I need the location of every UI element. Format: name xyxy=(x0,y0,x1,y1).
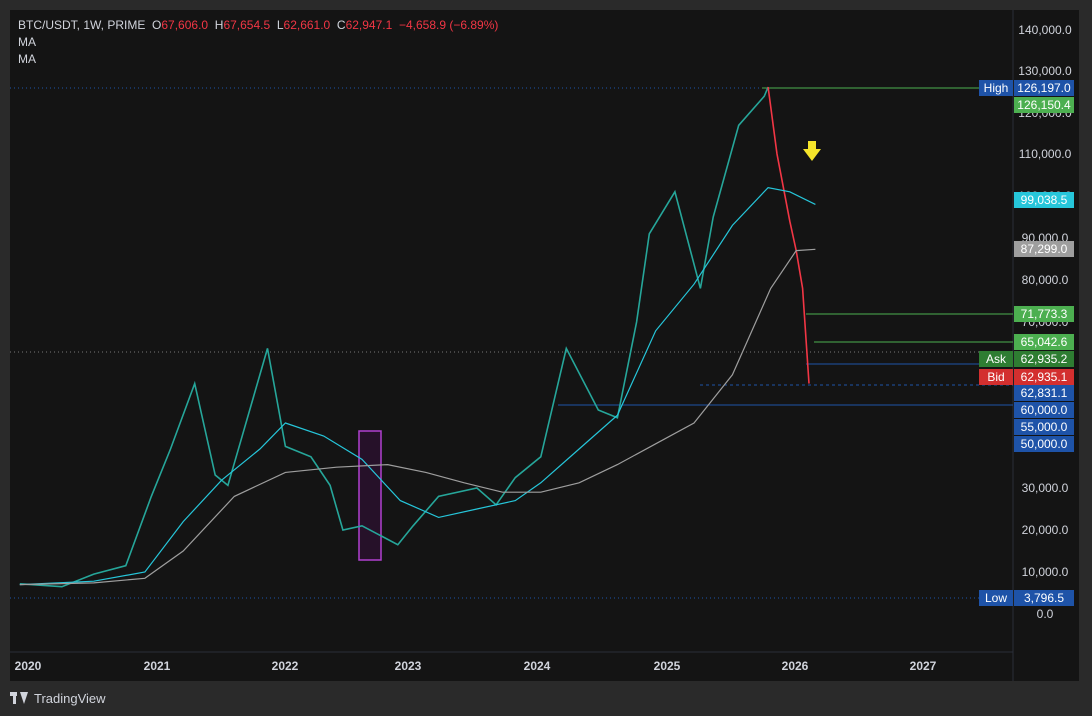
ohlc-row: BTC/USDT, 1W, PRIME O67,606.0 H67,654.5 … xyxy=(18,17,498,34)
price-value-box xyxy=(1014,436,1074,452)
symbol-title[interactable]: BTC/USDT, 1W, PRIME xyxy=(18,18,146,32)
ma-fast-line xyxy=(19,186,816,586)
tradingview-logo-icon xyxy=(10,692,28,704)
tradingview-brand[interactable]: TradingView xyxy=(10,688,106,708)
high-label: H xyxy=(214,18,224,32)
price-value-label: 87,299.0 xyxy=(1021,242,1068,256)
price-value-box xyxy=(1014,306,1074,322)
price-value-box xyxy=(1014,241,1074,257)
price-value-box xyxy=(1014,402,1074,418)
price-chart[interactable]: 140,000.0130,000.0120,000.0110,000.0100,… xyxy=(10,10,1079,681)
price-tag-chip xyxy=(979,351,1013,367)
price-value-box xyxy=(1014,369,1074,385)
open-value: 67,606.0 xyxy=(161,18,209,32)
price-value-box xyxy=(1014,590,1074,606)
price-tick-label: 30,000.0 xyxy=(1022,481,1069,495)
close-value: 62,947.1 xyxy=(345,18,393,32)
price-tick-label: 130,000.0 xyxy=(1018,64,1072,78)
chart-legend: BTC/USDT, 1W, PRIME O67,606.0 H67,654.5 … xyxy=(18,17,498,68)
price-tag-label: Low xyxy=(985,591,1007,605)
price-tick-label: 80,000.0 xyxy=(1022,273,1069,287)
price-value-box xyxy=(1014,351,1074,367)
down-arrow-icon xyxy=(803,141,821,161)
price-tick-label: 0.0 xyxy=(1037,607,1054,621)
time-tick-label: 2027 xyxy=(910,659,937,673)
time-tick-label: 2020 xyxy=(15,659,42,673)
indicator-ma-1[interactable]: MA xyxy=(18,35,36,49)
price-tag-label: High xyxy=(984,81,1009,95)
price-value-label: 62,935.2 xyxy=(1021,352,1068,366)
price-tag-chip xyxy=(979,590,1013,606)
time-tick-label: 2025 xyxy=(654,659,681,673)
price-line-falling xyxy=(767,86,810,384)
price-value-label: 126,197.0 xyxy=(1017,81,1071,95)
price-value-label: 3,796.5 xyxy=(1024,591,1064,605)
chart-frame: 140,000.0130,000.0120,000.0110,000.0100,… xyxy=(10,10,1079,681)
price-value-label: 99,038.5 xyxy=(1021,193,1068,207)
low-value: 62,661.0 xyxy=(283,18,331,32)
price-value-box xyxy=(1014,192,1074,208)
price-value-label: 71,773.3 xyxy=(1021,307,1068,321)
high-value: 67,654.5 xyxy=(223,18,271,32)
low-label: L xyxy=(276,18,284,32)
time-tick-label: 2022 xyxy=(272,659,299,673)
time-tick-label: 2021 xyxy=(144,659,171,673)
close-label: C xyxy=(336,18,346,32)
price-tick-label: 20,000.0 xyxy=(1022,523,1069,537)
price-value-label: 126,150.4 xyxy=(1017,98,1071,112)
price-value-label: 65,042.6 xyxy=(1021,335,1068,349)
price-tag-chip xyxy=(979,80,1013,96)
price-value-box xyxy=(1014,80,1074,96)
price-tick-label: 10,000.0 xyxy=(1022,565,1069,579)
time-tick-label: 2023 xyxy=(395,659,422,673)
price-tag-label: Bid xyxy=(987,370,1004,384)
price-tick-label: 140,000.0 xyxy=(1018,23,1072,37)
ma-slow-line xyxy=(19,248,816,586)
brand-name: TradingView xyxy=(34,690,106,706)
open-label: O xyxy=(152,18,162,32)
price-tick-label: 110,000.0 xyxy=(1019,147,1072,161)
price-value-label: 62,935.1 xyxy=(1021,370,1068,384)
highlight-box xyxy=(358,430,382,561)
price-value-label: 62,831.1 xyxy=(1021,386,1068,400)
price-value-box xyxy=(1014,419,1074,435)
time-tick-label: 2024 xyxy=(524,659,551,673)
price-value-box xyxy=(1014,334,1074,350)
change-value: −4,658.9 (−6.89%) xyxy=(398,18,499,32)
price-tag-chip xyxy=(979,369,1013,385)
time-tick-label: 2026 xyxy=(782,659,809,673)
indicator-ma-2[interactable]: MA xyxy=(18,52,36,66)
price-value-box xyxy=(1014,97,1074,113)
price-line-rising xyxy=(19,86,769,588)
price-value-label: 50,000.0 xyxy=(1021,437,1068,451)
price-value-label: 55,000.0 xyxy=(1021,420,1068,434)
price-value-label: 60,000.0 xyxy=(1021,403,1068,417)
price-value-box xyxy=(1014,385,1074,401)
price-tag-label: Ask xyxy=(986,352,1007,366)
